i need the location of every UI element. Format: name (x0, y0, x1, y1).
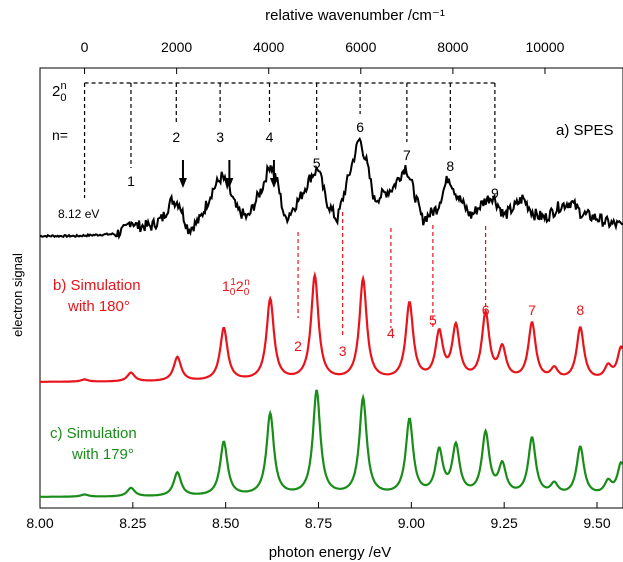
onset-label: 8.12 eV (58, 207, 99, 221)
y-axis-title: electron signal (10, 253, 25, 337)
n-label: n= (52, 127, 68, 143)
panel-a-label: a) SPES (556, 122, 614, 139)
x-tick-label: 8.25 (119, 515, 146, 531)
spes-peak-label: 4 (266, 129, 274, 145)
simulation-peak-label: 8 (576, 302, 584, 318)
panel-c-label-2: with 179° (71, 446, 134, 463)
simulation-peak-label: 6 (482, 302, 490, 318)
comb-sup1: 1 (230, 277, 236, 288)
spes-peak-label: 3 (216, 129, 224, 145)
top-tick-label: 4000 (253, 39, 284, 55)
spes-trace (39, 136, 623, 240)
top-tick-label: 10000 (525, 39, 564, 55)
simulation-peak-label: 2 (294, 338, 302, 354)
plot-frame (39, 67, 623, 509)
x-tick-label: 8.50 (212, 515, 239, 531)
dynamic-layer: 8.00 8.25 8.50 8.75 9.00 9.25 9.500 2000 4000 600… (26, 39, 623, 531)
spes-peak-label: 5 (313, 155, 321, 171)
panel-b-label-2: with 180° (67, 298, 130, 315)
combination-band-label: 10120n (222, 277, 250, 298)
comb-sub2: 0 (244, 287, 250, 298)
top-tick-label: 2000 (161, 39, 192, 55)
progression-sup: n (60, 80, 66, 92)
simulation-peak-label: 5 (429, 312, 437, 328)
spes-peak-label: 8 (446, 158, 454, 174)
top-axis-title: relative wavenumber /cm⁻¹ (265, 7, 445, 24)
comb-base2: 2 (236, 278, 244, 294)
simulation-180-trace (40, 271, 623, 383)
panel-b-label-1: b) Simulation (53, 277, 141, 294)
x-tick-label: 9.00 (398, 515, 425, 531)
simulation-peak-label: 4 (387, 325, 395, 341)
x-tick-label: 9.25 (491, 515, 518, 531)
top-tick-label: 8000 (437, 39, 468, 55)
spes-peak-label: 9 (491, 185, 499, 201)
progression-sub: 0 (60, 92, 66, 104)
down-arrow-head (178, 178, 187, 188)
svg-text:20n: 20n (52, 80, 67, 104)
spes-peak-label: 1 (127, 173, 135, 189)
comb-sup2: n (244, 277, 250, 288)
spes-peak-label: 2 (172, 129, 180, 145)
down-arrow-head (269, 178, 278, 188)
comb-sub1: 0 (230, 287, 236, 298)
top-tick-label: 0 (81, 39, 89, 55)
panel-c-label-1: c) Simulation (50, 425, 137, 442)
simulation-179-trace (40, 389, 623, 498)
x-tick-label: 9.50 (583, 515, 610, 531)
x-tick-label: 8.00 (26, 515, 53, 531)
x-axis-title: photon energy /eV (269, 544, 392, 561)
progression-base: 2 (52, 83, 60, 100)
spes-peak-label: 7 (403, 147, 411, 163)
down-arrow-head (225, 178, 234, 188)
top-tick-label: 6000 (345, 39, 376, 55)
svg-text:10120n: 10120n (222, 277, 250, 298)
x-tick-label: 8.75 (305, 515, 332, 531)
progression-label: 20n (52, 80, 67, 104)
spes-peak-label: 6 (356, 119, 364, 135)
comb-base1: 1 (222, 278, 230, 294)
simulation-peak-label: 3 (339, 343, 347, 359)
simulation-peak-label: 7 (528, 302, 536, 318)
